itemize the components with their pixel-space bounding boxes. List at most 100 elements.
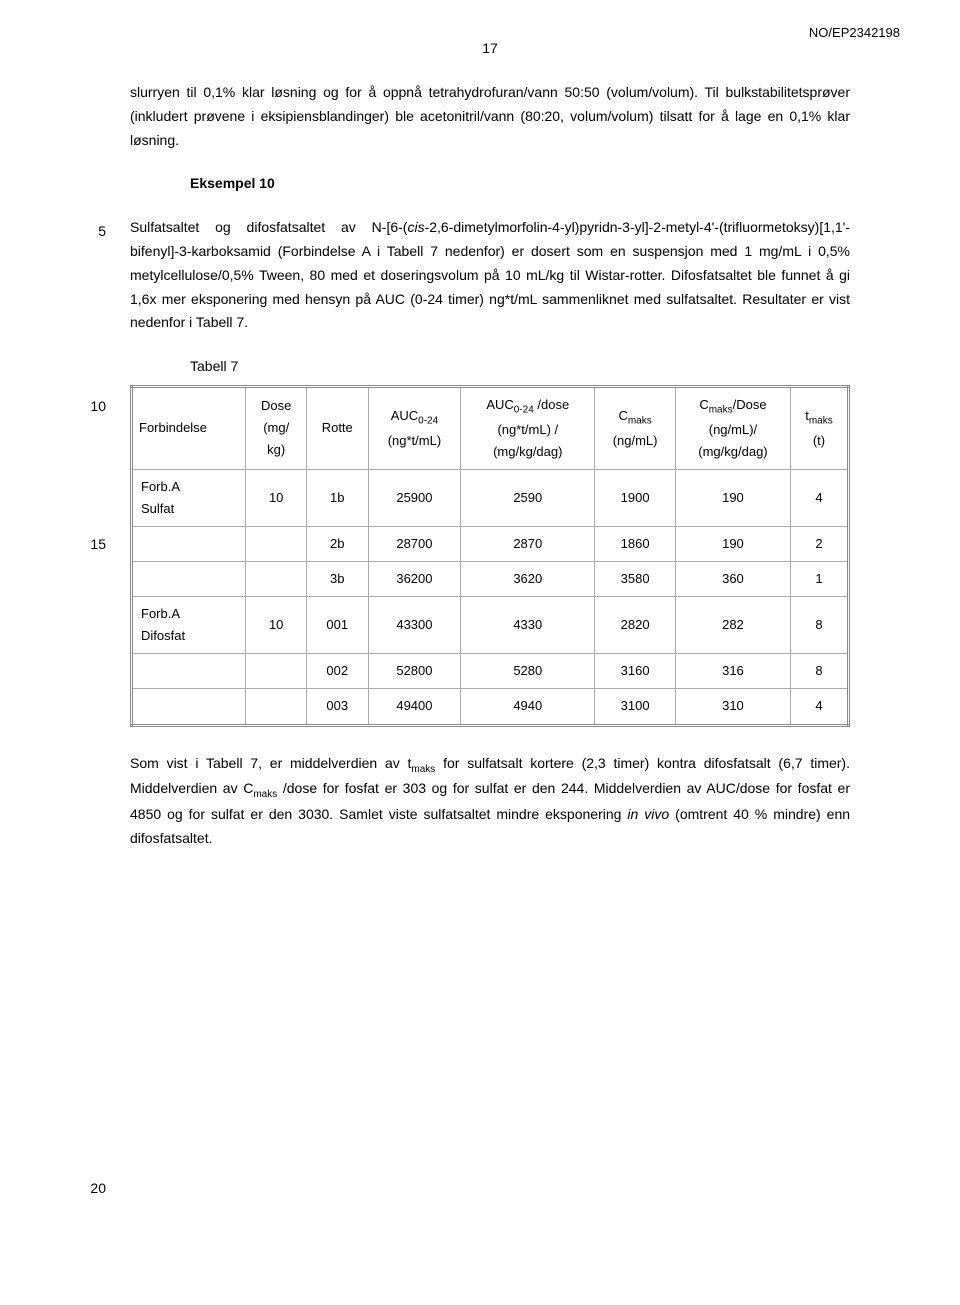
- cell: 3580: [595, 562, 676, 597]
- cell: [132, 526, 246, 561]
- cell: 003: [306, 689, 368, 725]
- text: Sulfatsaltet og difosfatsaltet av N-[6-(: [130, 219, 407, 235]
- subscript: 0-24: [418, 416, 438, 427]
- subscript: maks: [809, 416, 833, 427]
- italic-text: in vivo: [627, 806, 669, 822]
- text: Forb.A: [141, 479, 180, 494]
- subscript: 0-24: [514, 405, 534, 416]
- cell: 1: [790, 562, 848, 597]
- text: C: [618, 408, 627, 423]
- text: Rotte: [322, 420, 353, 435]
- cell: Forb.A Sulfat: [132, 469, 246, 526]
- line-number: 10: [76, 398, 106, 414]
- text: Som vist i Tabell 7, er middelverdien av…: [130, 755, 411, 771]
- col-header: Cmaks (ng/mL): [595, 386, 676, 469]
- cell: 2: [790, 526, 848, 561]
- cell: [246, 654, 307, 689]
- cell: 10: [246, 597, 307, 654]
- text: Forbindelse: [139, 420, 207, 435]
- cell: 49400: [368, 689, 461, 725]
- text: (mg/kg/dag): [698, 444, 767, 459]
- text: /Dose: [733, 397, 767, 412]
- col-header: AUC0-24 /dose (ng*t/mL) / (mg/kg/dag): [461, 386, 595, 469]
- cell: 4: [790, 469, 848, 526]
- paragraph: Som vist i Tabell 7, er middelverdien av…: [130, 752, 850, 851]
- cell: 52800: [368, 654, 461, 689]
- text: kg): [267, 442, 285, 457]
- text: C: [699, 397, 708, 412]
- cell: 2590: [461, 469, 595, 526]
- col-header: Forbindelse: [132, 386, 246, 469]
- cell: 360: [675, 562, 790, 597]
- cell: 36200: [368, 562, 461, 597]
- cell: 4330: [461, 597, 595, 654]
- line-number: 5: [76, 223, 106, 239]
- text: Difosfat: [141, 628, 185, 643]
- example-heading: Eksempel 10: [190, 172, 850, 196]
- text: /dose: [534, 397, 569, 412]
- doc-header: NO/EP2342198: [809, 25, 900, 40]
- line-number: 20: [76, 1180, 106, 1196]
- text: AUC: [486, 397, 513, 412]
- cell: 2b: [306, 526, 368, 561]
- table-row: 2b 28700 2870 1860 190 2: [132, 526, 849, 561]
- cell: 2820: [595, 597, 676, 654]
- table-row: 003 49400 4940 3100 310 4: [132, 689, 849, 725]
- cell: 3160: [595, 654, 676, 689]
- cell: 190: [675, 526, 790, 561]
- cell: [246, 689, 307, 725]
- text: (mg/: [263, 420, 289, 435]
- subscript: maks: [253, 789, 277, 800]
- cell: 316: [675, 654, 790, 689]
- text: (ng*t/mL) /: [497, 422, 558, 437]
- cell: 002: [306, 654, 368, 689]
- cell: 8: [790, 597, 848, 654]
- text: (ng/mL)/: [709, 422, 757, 437]
- col-header: Dose (mg/ kg): [246, 386, 307, 469]
- cell: 282: [675, 597, 790, 654]
- text: (ng/mL): [613, 433, 658, 448]
- cell: 1860: [595, 526, 676, 561]
- text: (mg/kg/dag): [493, 444, 562, 459]
- italic-text: cis: [407, 219, 424, 235]
- cell: 10: [246, 469, 307, 526]
- cell: 310: [675, 689, 790, 725]
- page-number: 17: [130, 40, 850, 56]
- cell: 43300: [368, 597, 461, 654]
- cell: 3100: [595, 689, 676, 725]
- page: NO/EP2342198 17 5 10 15 20 slurryen til …: [0, 0, 960, 1305]
- cell: 3b: [306, 562, 368, 597]
- table-label: Tabell 7: [190, 355, 850, 379]
- cell: 5280: [461, 654, 595, 689]
- cell: 2870: [461, 526, 595, 561]
- cell: 1b: [306, 469, 368, 526]
- col-header: AUC0-24 (ng*t/mL): [368, 386, 461, 469]
- table-row: Forb.A Difosfat 10 001 43300 4330 2820 28…: [132, 597, 849, 654]
- cell: 28700: [368, 526, 461, 561]
- cell: [246, 562, 307, 597]
- cell: 8: [790, 654, 848, 689]
- table-row: 3b 36200 3620 3580 360 1: [132, 562, 849, 597]
- cell: [132, 562, 246, 597]
- cell: 25900: [368, 469, 461, 526]
- text: -2,6-dimetylmorfolin-4-yl)pyridn-3-yl]-2…: [130, 219, 850, 330]
- subscript: maks: [709, 405, 733, 416]
- cell: 001: [306, 597, 368, 654]
- table-body: Forb.ASulfat 10 1b 25900 2590 1900 190 4…: [132, 469, 849, 725]
- line-number: 15: [76, 536, 106, 552]
- body-text: slurryen til 0,1% klar løsning og for å …: [130, 81, 850, 851]
- cell: [246, 526, 307, 561]
- text: (t): [813, 433, 825, 448]
- text: Forb.A: [141, 606, 180, 621]
- cell: Forb.A Difosfat: [132, 597, 246, 654]
- cell: 4940: [461, 689, 595, 725]
- cell: 4: [790, 689, 848, 725]
- table-header-row: Forbindelse Dose (mg/ kg) Rotte AUC0-24 …: [132, 386, 849, 469]
- paragraph: slurryen til 0,1% klar løsning og for å …: [130, 81, 850, 152]
- cell: 190: [675, 469, 790, 526]
- col-header: tmaks (t): [790, 386, 848, 469]
- table-row: Forb.ASulfat 10 1b 25900 2590 1900 190 4: [132, 469, 849, 526]
- col-header: Rotte: [306, 386, 368, 469]
- cell: [132, 654, 246, 689]
- text: Sulfat: [141, 501, 174, 516]
